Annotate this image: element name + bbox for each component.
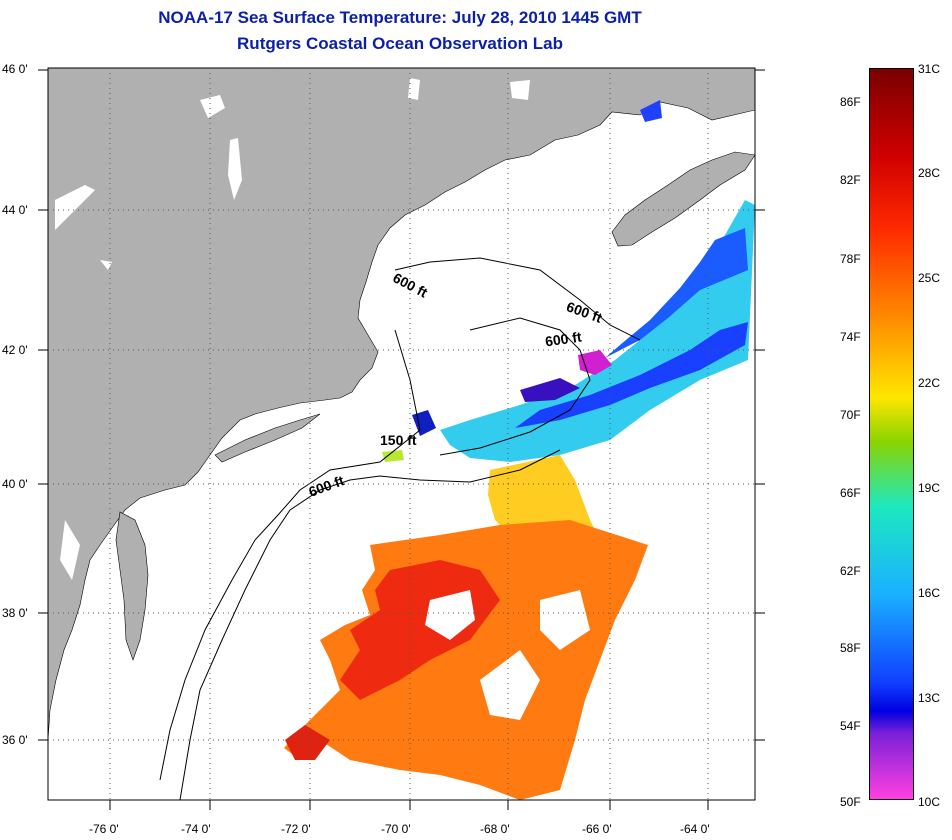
- land-delmarva: [115, 511, 149, 661]
- lat-label: 38 0': [2, 606, 28, 620]
- lon-label: -64 0': [680, 822, 710, 836]
- lon-label: -72 0': [281, 822, 311, 836]
- contour-line: [439, 317, 591, 456]
- lat-label: 42 0': [2, 343, 28, 357]
- colorbar-celsius-label: 22C: [918, 376, 941, 390]
- colorbar-fahrenheit-label: 50F: [840, 795, 861, 809]
- sst-cold-patch: [520, 378, 580, 402]
- colorbar-fahrenheit-label: 74F: [840, 330, 861, 344]
- colorbar-celsius-label: 31C: [918, 62, 941, 76]
- lat-label: 46 0': [2, 62, 28, 76]
- lat-label: 36 0': [2, 733, 28, 747]
- colorbar-fahrenheit-label: 82F: [840, 173, 861, 187]
- lake: [408, 78, 420, 100]
- lake: [228, 138, 242, 200]
- colorbar-celsius-label: 10C: [918, 795, 941, 809]
- sst-blue-streak: [605, 228, 748, 358]
- chart-title: NOAA-17 Sea Surface Temperature: July 28…: [158, 8, 642, 27]
- temperature-colorbar: [869, 68, 914, 800]
- land-nova-scotia: [611, 151, 755, 247]
- map-frame: [47, 67, 756, 801]
- colorbar-fahrenheit-label: 62F: [840, 564, 861, 578]
- sst-warm-patch: [382, 450, 404, 462]
- colorbar-celsius-label: 19C: [918, 481, 941, 495]
- sst-gap: [425, 590, 475, 640]
- sst-gap: [540, 590, 590, 650]
- land-long-island: [214, 413, 321, 463]
- colorbar-fahrenheit-label: 58F: [840, 641, 861, 655]
- colorbar-fahrenheit-label: 78F: [840, 252, 861, 266]
- lon-label: -66 0': [582, 822, 612, 836]
- sst-hot-core: [285, 725, 330, 760]
- sst-cold-patch: [640, 100, 662, 122]
- land-mainland: [48, 68, 755, 741]
- colorbar-celsius-label: 13C: [918, 691, 941, 705]
- lake: [200, 95, 225, 118]
- lake: [60, 520, 80, 580]
- colorbar-celsius-label: 28C: [918, 166, 941, 180]
- colorbar-fahrenheit-label: 66F: [840, 486, 861, 500]
- lat-label: 44 0': [2, 203, 28, 217]
- sst-gap: [480, 650, 540, 720]
- sst-cold-patch: [412, 410, 436, 436]
- sst-cool-band: [440, 200, 755, 462]
- lon-label: -74 0': [181, 822, 211, 836]
- colorbar-fahrenheit-label: 54F: [840, 719, 861, 733]
- colorbar-fahrenheit-label: 86F: [840, 95, 861, 109]
- colorbar-celsius-label: 25C: [918, 271, 941, 285]
- colorbar-celsius-label: 16C: [918, 586, 941, 600]
- axis-ticks: [38, 69, 765, 810]
- lat-label: 40 0': [2, 477, 28, 491]
- sst-blue-streak: [515, 322, 748, 428]
- lon-label: -76 0': [89, 822, 119, 836]
- lon-label: -70 0': [381, 822, 411, 836]
- lake: [55, 185, 95, 230]
- colorbar-fahrenheit-label: 70F: [840, 408, 861, 422]
- lake: [100, 260, 112, 270]
- graticule: [48, 68, 755, 800]
- contour-line: [394, 257, 641, 341]
- contour-line: [179, 449, 561, 800]
- contour-label: 150 ft: [380, 432, 417, 448]
- chart-subtitle: Rutgers Coastal Ocean Observation Lab: [237, 34, 563, 53]
- lake: [510, 80, 530, 100]
- lon-label: -68 0': [480, 822, 510, 836]
- contour-line: [159, 329, 421, 781]
